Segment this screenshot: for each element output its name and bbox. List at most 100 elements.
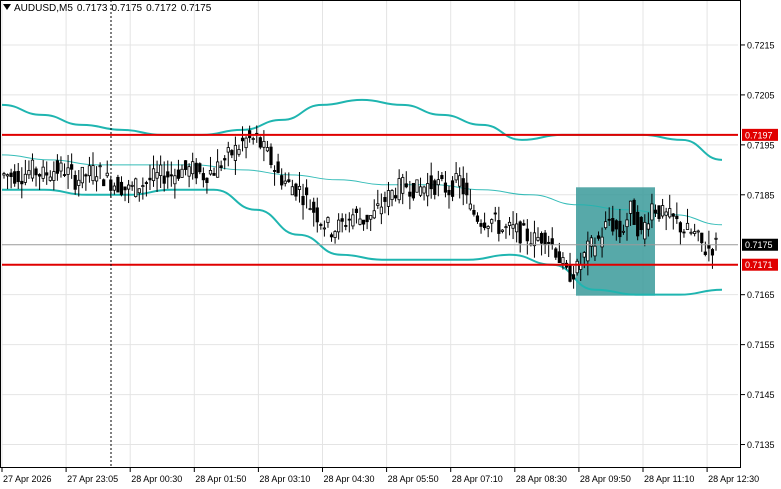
candle-body	[80, 166, 84, 184]
candle-body	[376, 203, 380, 206]
candle-body	[504, 226, 508, 229]
time-axis: 27 Apr 2026 27 Apr 23:05 28 Apr 00:30 28 Ap…	[1, 467, 759, 484]
candle-body	[625, 219, 629, 228]
ohlc-open: 0.7173	[76, 3, 108, 14]
candle-body	[159, 164, 163, 176]
candle-body	[450, 180, 455, 197]
candle-body	[693, 231, 697, 234]
time-tick-label: 28 Apr 09:50	[580, 474, 631, 484]
candle-body	[269, 146, 273, 166]
candle-body	[187, 166, 191, 177]
candle-body	[198, 163, 202, 173]
chart-header: AUDUSD,M5 0.7173 0.7175 0.7172 0.7175	[3, 3, 215, 14]
candle-body	[84, 174, 88, 177]
candle-body	[436, 179, 440, 186]
candle-body	[429, 175, 433, 190]
candle-body	[447, 189, 451, 196]
candle-body	[144, 182, 148, 184]
support-badge-bg	[742, 258, 778, 271]
candle-body	[358, 218, 362, 225]
candle-body	[710, 249, 715, 256]
horizontal-levels[interactable]	[2, 133, 738, 266]
candle-body	[173, 175, 177, 185]
candle-body	[73, 174, 77, 190]
candle-body	[557, 251, 561, 264]
candle-body	[472, 209, 476, 215]
time-tick-label: 28 Apr 01:50	[195, 474, 246, 484]
candle-body	[223, 158, 227, 161]
candle-body	[714, 237, 718, 240]
candle-body	[130, 184, 134, 187]
candle-body	[52, 171, 56, 181]
candle-body	[678, 222, 683, 233]
resistance-badge-bg	[742, 128, 778, 141]
time-tick-label: 27 Apr 2026	[3, 474, 52, 484]
candle-body	[426, 183, 430, 197]
candle-body	[475, 215, 480, 222]
candle-body	[490, 219, 494, 224]
candle-body	[479, 223, 483, 227]
candle-body	[554, 248, 558, 258]
price-labels: 0.7197 0.7175 0.7171	[742, 128, 778, 271]
symbol-timeframe: AUDUSD,M5	[14, 3, 73, 14]
candle-body	[301, 196, 305, 206]
candle-body	[237, 149, 241, 155]
candle-body	[326, 217, 330, 223]
candle-body	[632, 199, 636, 225]
candle-body	[38, 174, 42, 177]
candle-body	[354, 208, 359, 213]
candle-body	[482, 222, 487, 229]
candle-body	[105, 172, 109, 177]
candle-body	[137, 188, 141, 194]
candle-body	[23, 173, 27, 183]
candle-body	[155, 172, 159, 179]
candle-body	[639, 217, 643, 231]
price-tick-label: 0.7135	[747, 440, 775, 450]
candle-body	[650, 203, 654, 221]
candle-body	[148, 177, 152, 181]
price-bars	[2, 125, 718, 289]
candle-body	[134, 178, 138, 197]
candle-body	[13, 171, 17, 184]
candle-body	[151, 168, 156, 182]
candle-body	[258, 137, 262, 148]
time-tick-label: 28 Apr 05:50	[388, 474, 439, 484]
candle-body	[497, 220, 501, 234]
candle-body	[500, 229, 505, 232]
candle-body	[233, 144, 237, 161]
candle-body	[415, 179, 419, 193]
candle-body	[34, 168, 38, 176]
candle-body	[443, 182, 448, 193]
candle-body	[212, 172, 216, 176]
candle-body	[386, 190, 391, 207]
candle-body	[59, 162, 63, 172]
candle-body	[9, 172, 13, 177]
candle-body	[262, 141, 266, 148]
candle-body	[543, 232, 547, 246]
candle-body	[166, 171, 170, 178]
candle-body	[62, 174, 67, 176]
candle-body	[593, 245, 597, 257]
current-price-badge-bg	[742, 238, 778, 251]
candle-body	[176, 169, 181, 179]
candle-body	[319, 224, 323, 226]
candle-body	[700, 232, 704, 244]
middle-band-line	[1, 154, 723, 226]
candle-body	[607, 218, 611, 221]
candle-body	[653, 209, 658, 214]
candle-body	[461, 178, 465, 195]
candle-body	[532, 232, 537, 247]
candle-body	[465, 182, 469, 196]
candle-body	[215, 161, 220, 178]
candle-body	[682, 231, 686, 234]
candle-body	[572, 274, 576, 280]
candle-body	[411, 182, 416, 199]
candle-body	[116, 176, 120, 193]
candle-body	[244, 137, 248, 149]
candle-body	[703, 251, 707, 255]
candle-body	[618, 220, 622, 238]
candle-body	[418, 186, 423, 196]
candle-body	[589, 237, 594, 247]
ohlc-close: 0.7175	[180, 3, 212, 14]
